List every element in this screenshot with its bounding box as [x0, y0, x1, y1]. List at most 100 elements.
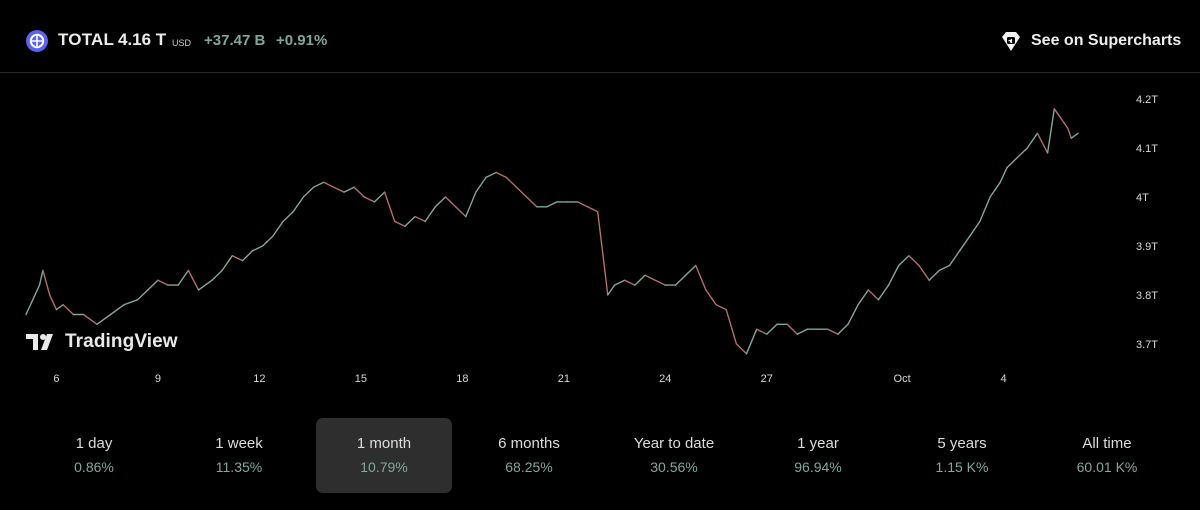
range-tab-1-year[interactable]: 1 year 96.94%: [750, 418, 886, 493]
y-tick-label: 4T: [1136, 192, 1149, 204]
range-tab-5-years[interactable]: 5 years 1.15 K%: [894, 418, 1030, 493]
price-segment: [363, 196, 376, 203]
tradingview-watermark[interactable]: TradingView: [26, 331, 178, 353]
price-segment: [1070, 132, 1079, 139]
range-change: 10.79%: [360, 459, 408, 475]
range-tab-1-month[interactable]: 1 month 10.79%: [316, 418, 452, 493]
price-segment: [898, 254, 910, 267]
chart-header: TOTAL 4.16 T USD +37.47 B +0.91% See on …: [0, 0, 1200, 73]
price-segment: [948, 250, 961, 267]
price-segment: [241, 250, 254, 262]
price-segment: [1046, 108, 1056, 154]
price-segment: [515, 186, 528, 198]
price-segment: [908, 254, 920, 267]
range-tab-all-time[interactable]: All time 60.01 K%: [1039, 418, 1175, 493]
price-segment: [999, 166, 1008, 184]
price-segment: [674, 274, 687, 286]
price-segment: [1067, 127, 1073, 139]
price-segment: [136, 289, 149, 301]
price-segment: [62, 303, 75, 316]
range-change: 0.86%: [74, 459, 114, 475]
y-tick-label: 4.1T: [1136, 143, 1158, 155]
range-label: Year to date: [633, 435, 715, 452]
x-tick-label: 24: [659, 373, 671, 385]
price-segment: [262, 235, 274, 247]
price-segment: [373, 191, 386, 203]
price-segment: [414, 215, 426, 223]
price-segment: [695, 264, 707, 291]
price-segment: [525, 196, 538, 208]
range-label: 1 day: [75, 435, 113, 452]
price-segment: [123, 299, 139, 306]
price-segment: [887, 264, 900, 286]
price-segment: [292, 196, 305, 213]
change-percent: +0.91%: [276, 32, 328, 49]
price-segment: [705, 289, 717, 306]
price-segment: [32, 284, 41, 301]
range-tab-year-to-date[interactable]: Year to date 30.56%: [606, 418, 742, 493]
range-tab-1-week[interactable]: 1 week 11.35%: [171, 418, 307, 493]
price-segment: [333, 186, 345, 193]
price-segment: [607, 284, 616, 296]
range-change: 11.35%: [215, 459, 263, 475]
price-segment: [444, 196, 457, 208]
range-label: 5 years: [937, 435, 987, 452]
price-segment: [394, 220, 406, 228]
range-label: All time: [1082, 435, 1132, 452]
price-segment: [475, 176, 487, 193]
price-segment: [353, 186, 365, 198]
price-segment: [938, 264, 951, 272]
price-segment: [177, 269, 190, 286]
price-segment: [654, 279, 666, 286]
x-tick-label: 6: [53, 373, 59, 385]
price-segment: [282, 210, 294, 223]
range-tab-1-day[interactable]: 1 day 0.86%: [26, 418, 162, 493]
price-segment: [434, 196, 447, 208]
price-segment: [323, 181, 335, 188]
supercharts-diamond-icon: [1002, 32, 1020, 51]
price-value: 4.16 T: [118, 30, 167, 49]
price-segment: [272, 220, 284, 237]
crypto-total-icon: [26, 30, 48, 52]
price-segment: [867, 289, 880, 301]
price-segment: [465, 191, 477, 218]
y-tick-label: 3.8T: [1136, 290, 1158, 302]
price-segment: [827, 328, 839, 335]
x-tick-label: 15: [355, 373, 367, 385]
price-segment: [969, 220, 981, 237]
change-absolute: +37.47 B: [204, 32, 266, 49]
price-segment: [251, 245, 264, 252]
price-segment: [766, 323, 778, 335]
x-tick-label: 18: [456, 373, 468, 385]
price-segment: [644, 274, 656, 281]
price-segment: [847, 303, 859, 326]
price-currency: USD: [172, 38, 192, 48]
price-segment: [928, 269, 940, 281]
price-segment: [634, 274, 646, 286]
range-label: 1 year: [797, 435, 839, 452]
price-segment: [1036, 132, 1049, 154]
see-on-supercharts-link[interactable]: See on Supercharts: [998, 26, 1181, 56]
price-segment: [147, 279, 159, 291]
price-segment: [454, 206, 467, 218]
price-segment: [211, 269, 223, 281]
x-tick-label: 21: [558, 373, 570, 385]
x-tick-label: 27: [761, 373, 773, 385]
price-segment: [756, 328, 768, 335]
price-segment: [857, 289, 869, 306]
price-segment: [96, 313, 112, 326]
range-change: 60.01 K%: [1076, 459, 1138, 475]
price-chart[interactable]: 4.2T 4.1T 4T 3.9T 3.8T 3.7T 6 9 12 15 18 21 24 27 Oct…: [0, 73, 1200, 393]
price-segment: [576, 201, 589, 208]
price-segment: [302, 186, 315, 198]
x-tick-label: 12: [253, 373, 265, 385]
time-range-selector: 1 day 0.86% 1 week 11.35% 1 month 10.79%…: [26, 418, 1176, 493]
range-tab-6-months[interactable]: 6 months 68.25%: [461, 418, 597, 493]
price-line-group: [25, 108, 1079, 355]
price-segment: [197, 279, 213, 291]
price-segment: [221, 254, 234, 272]
y-tick-label: 3.9T: [1136, 241, 1158, 253]
price-segment: [343, 186, 355, 193]
price-segment: [49, 294, 58, 311]
price-segment: [383, 191, 396, 223]
